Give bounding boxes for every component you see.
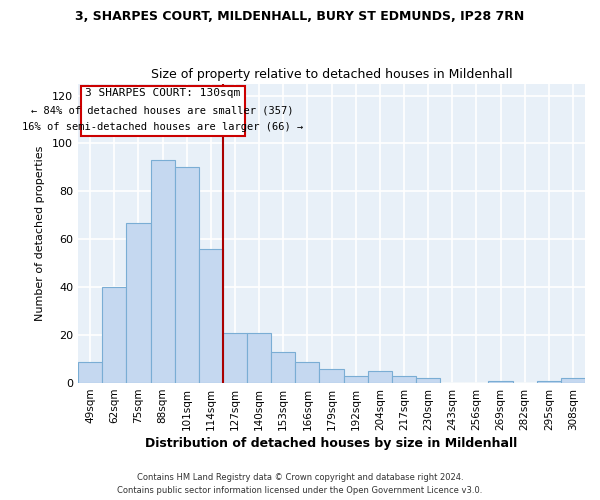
Bar: [175, 168, 199, 383]
Bar: [127, 222, 151, 383]
Bar: [416, 378, 440, 383]
Text: ← 84% of detached houses are smaller (357): ← 84% of detached houses are smaller (35…: [31, 105, 294, 115]
Bar: [319, 368, 344, 383]
Bar: [392, 376, 416, 383]
Bar: [561, 378, 585, 383]
Y-axis label: Number of detached properties: Number of detached properties: [35, 146, 45, 321]
Title: Size of property relative to detached houses in Mildenhall: Size of property relative to detached ho…: [151, 68, 512, 81]
Bar: [199, 249, 223, 383]
Text: 3 SHARPES COURT: 130sqm: 3 SHARPES COURT: 130sqm: [85, 88, 240, 99]
Bar: [102, 287, 127, 383]
Bar: [344, 376, 368, 383]
X-axis label: Distribution of detached houses by size in Mildenhall: Distribution of detached houses by size …: [145, 437, 518, 450]
Text: Contains HM Land Registry data © Crown copyright and database right 2024.
Contai: Contains HM Land Registry data © Crown c…: [118, 474, 482, 495]
Bar: [295, 362, 319, 383]
Text: 3, SHARPES COURT, MILDENHALL, BURY ST EDMUNDS, IP28 7RN: 3, SHARPES COURT, MILDENHALL, BURY ST ED…: [76, 10, 524, 23]
Bar: [488, 380, 512, 383]
Bar: [78, 362, 102, 383]
Bar: [537, 380, 561, 383]
FancyBboxPatch shape: [80, 86, 245, 136]
Text: 16% of semi-detached houses are larger (66) →: 16% of semi-detached houses are larger (…: [22, 122, 303, 132]
Bar: [223, 333, 247, 383]
Bar: [247, 333, 271, 383]
Bar: [151, 160, 175, 383]
Bar: [271, 352, 295, 383]
Bar: [368, 371, 392, 383]
